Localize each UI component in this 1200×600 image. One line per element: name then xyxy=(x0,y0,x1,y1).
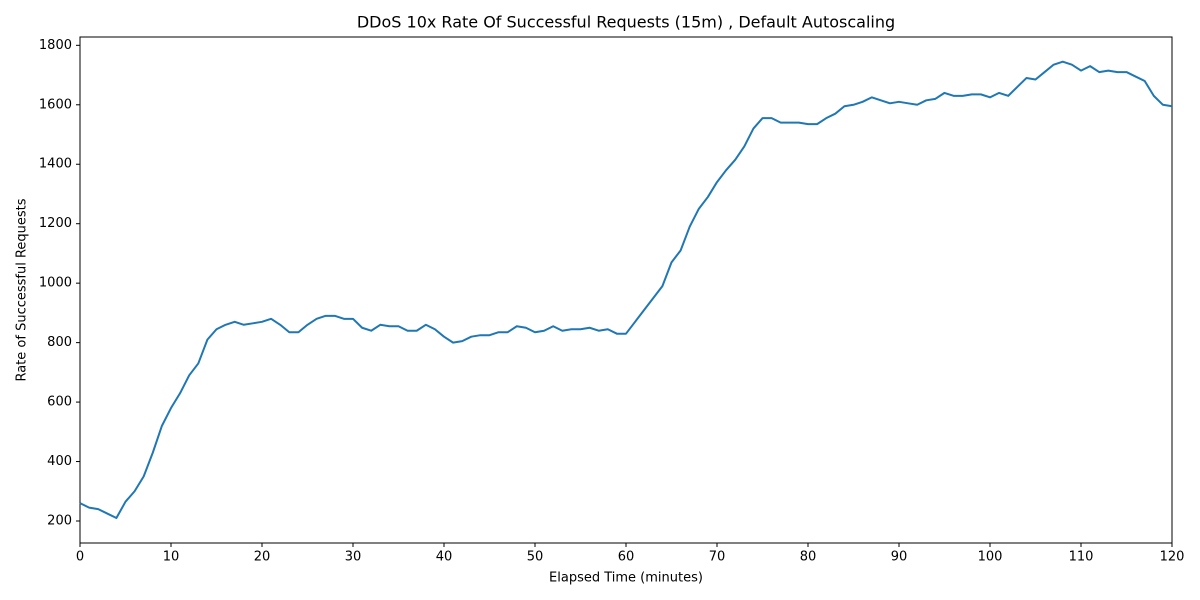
y-tick-label: 400 xyxy=(47,454,72,469)
x-tick-label: 120 xyxy=(1160,550,1185,565)
y-tick-label: 1600 xyxy=(39,97,72,112)
x-tick-label: 90 xyxy=(891,550,908,565)
y-tick-label: 1400 xyxy=(39,157,72,172)
y-tick-label: 200 xyxy=(47,514,72,529)
y-tick-label: 1800 xyxy=(39,38,72,53)
chart-title: DDoS 10x Rate Of Successful Requests (15… xyxy=(357,13,895,32)
y-tick-label: 600 xyxy=(47,395,72,410)
data-line xyxy=(79,60,1173,520)
x-tick-label: 80 xyxy=(800,550,817,565)
x-tick-label: 20 xyxy=(254,550,271,565)
x-tick-label: 110 xyxy=(1069,550,1094,565)
x-tick-label: 100 xyxy=(978,550,1003,565)
x-tick-label: 40 xyxy=(436,550,453,565)
y-tick-label: 1200 xyxy=(39,216,72,231)
x-tick-label: 10 xyxy=(163,550,180,565)
x-tick-label: 0 xyxy=(76,550,84,565)
x-tick-label: 30 xyxy=(345,550,362,565)
plot-frame xyxy=(79,36,1173,544)
y-tick-label: 1000 xyxy=(39,276,72,291)
x-tick-label: 60 xyxy=(618,550,635,565)
x-tick-label: 50 xyxy=(527,550,544,565)
y-tick-label: 800 xyxy=(47,335,72,350)
y-axis-label: Rate of Successful Requests xyxy=(15,198,30,381)
x-axis-label: Elapsed Time (minutes) xyxy=(549,571,703,586)
x-tick-label: 70 xyxy=(709,550,726,565)
